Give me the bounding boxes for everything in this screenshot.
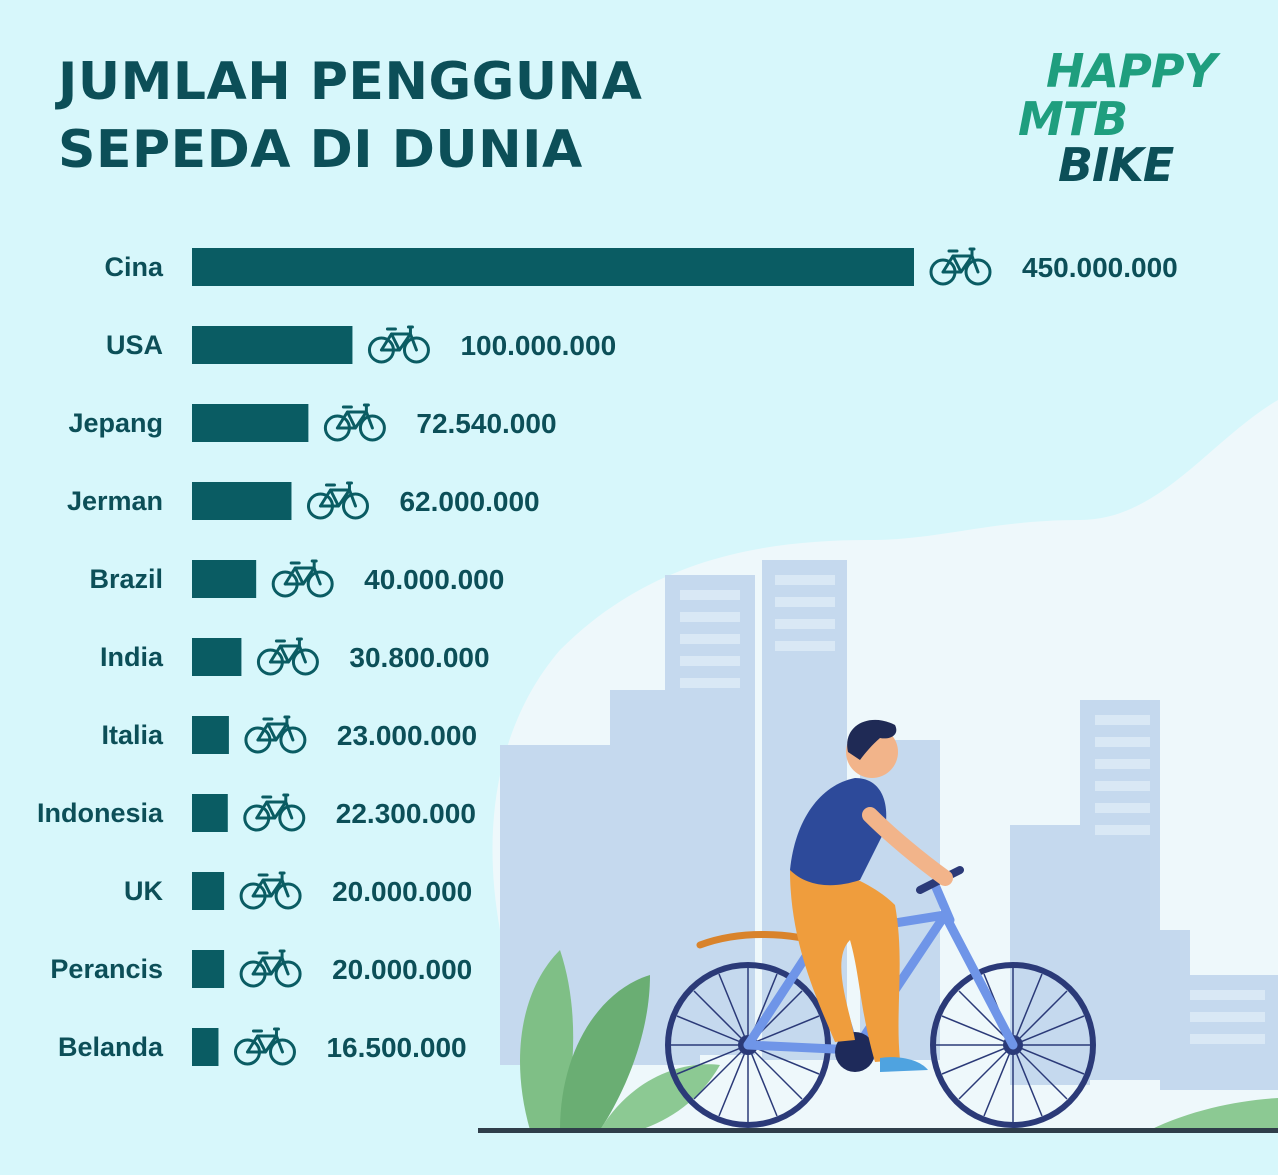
bicycle-icon bbox=[367, 325, 430, 364]
logo-line-3: BIKE bbox=[1058, 138, 1174, 192]
value-label: 20.000.000 bbox=[332, 954, 472, 985]
brand-logo: HAPPY MTB BIKE bbox=[1000, 48, 1250, 198]
bicycle-icon bbox=[306, 481, 369, 520]
bar bbox=[192, 560, 257, 598]
bar bbox=[192, 1028, 219, 1066]
bicycle-icon bbox=[243, 793, 306, 832]
value-label: 22.300.000 bbox=[336, 798, 476, 829]
category-label: India bbox=[100, 642, 164, 672]
rider-hair bbox=[847, 719, 897, 760]
bar bbox=[192, 482, 292, 520]
bicycle-icon bbox=[239, 871, 302, 910]
category-label: Cina bbox=[104, 252, 163, 282]
ground-grass bbox=[1150, 1098, 1278, 1130]
title-line-1: JUMLAH PENGGUNA bbox=[58, 52, 643, 112]
value-label: 30.800.000 bbox=[349, 642, 489, 673]
bicycle-icon bbox=[929, 247, 992, 286]
logo-line-2: MTB bbox=[1018, 92, 1128, 146]
category-label: Perancis bbox=[50, 954, 163, 984]
bar bbox=[192, 794, 228, 832]
value-label: 100.000.000 bbox=[460, 330, 616, 361]
category-label: Jerman bbox=[67, 486, 163, 516]
bar bbox=[192, 872, 225, 910]
value-label: 16.500.000 bbox=[326, 1032, 466, 1063]
bicycle-icon bbox=[244, 715, 307, 754]
rider-torso bbox=[790, 778, 887, 886]
logo-line-1: HAPPY bbox=[1046, 44, 1217, 98]
bar bbox=[192, 404, 309, 442]
category-label: UK bbox=[124, 876, 163, 906]
bicycle-icon bbox=[323, 403, 386, 442]
bicycle-icon bbox=[271, 559, 334, 598]
cyclist-illustration bbox=[665, 719, 1096, 1128]
category-label: Brazil bbox=[89, 564, 163, 594]
page-title: JUMLAH PENGGUNA SEPEDA DI DUNIA bbox=[58, 48, 642, 184]
value-label: 23.000.000 bbox=[337, 720, 477, 751]
value-label: 40.000.000 bbox=[364, 564, 504, 595]
chainring bbox=[835, 1032, 875, 1072]
value-label: 62.000.000 bbox=[399, 486, 539, 517]
rider-arm bbox=[862, 807, 953, 886]
plant-leaves bbox=[520, 950, 720, 1130]
bicycle-icon bbox=[256, 637, 319, 676]
bar bbox=[192, 716, 229, 754]
category-label: Indonesia bbox=[37, 798, 164, 828]
value-label: 450.000.000 bbox=[1022, 252, 1178, 283]
bicycle-icon bbox=[233, 1027, 296, 1066]
title-line-2: SEPEDA DI DUNIA bbox=[58, 120, 583, 180]
rider-legs bbox=[790, 867, 900, 1062]
bar bbox=[192, 248, 914, 286]
category-label: Jepang bbox=[68, 408, 163, 438]
bar bbox=[192, 950, 225, 988]
value-label: 72.540.000 bbox=[416, 408, 556, 439]
value-label: 20.000.000 bbox=[332, 876, 472, 907]
category-label: Belanda bbox=[58, 1032, 164, 1062]
rider-shoe bbox=[880, 1057, 928, 1072]
category-label: Italia bbox=[101, 720, 164, 750]
bar bbox=[192, 638, 242, 676]
bar bbox=[192, 326, 353, 364]
ground-line bbox=[478, 1128, 1278, 1133]
bicycle-icon bbox=[239, 949, 302, 988]
category-label: USA bbox=[106, 330, 163, 360]
building-windows bbox=[680, 575, 1265, 1044]
